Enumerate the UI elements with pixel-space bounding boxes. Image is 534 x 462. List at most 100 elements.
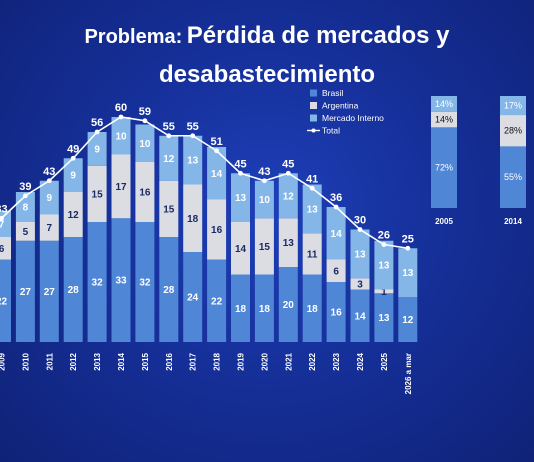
pct-label-mercado-interno: 14% xyxy=(435,99,453,109)
bar-segment-mercado-interno xyxy=(302,184,322,234)
data-label-brasil: 28 xyxy=(68,285,80,296)
bar-segment-argentina xyxy=(135,162,155,222)
total-label: 25 xyxy=(402,233,414,245)
x-tick-label: 2014 xyxy=(117,352,126,370)
total-point xyxy=(381,242,387,247)
bar-segment-argentina xyxy=(39,214,59,241)
total-label: 39 xyxy=(19,181,31,193)
data-label-mercado-interno: 9 xyxy=(94,144,100,155)
total-label: 55 xyxy=(163,121,175,133)
bar-segment-mercado-interno xyxy=(63,158,83,192)
bar-segment-mercado-interno xyxy=(231,173,250,222)
x-tick-label: 2026 a mar xyxy=(404,353,413,394)
legend-swatch-mercado-interno xyxy=(310,114,317,122)
data-label-brasil: 33 xyxy=(115,276,127,287)
data-label-argentina: 15 xyxy=(92,189,104,200)
bar-segment-mercado-interno xyxy=(207,147,227,200)
total-point xyxy=(333,204,339,210)
pct-label-argentina: 28% xyxy=(504,126,522,136)
x-tick-label: 2025 xyxy=(380,352,389,370)
x-tick-label: 2010 xyxy=(21,352,30,370)
total-point xyxy=(70,155,76,161)
pct-bar-segment-mercado-interno xyxy=(500,96,526,116)
pct-bar-segment-brasil xyxy=(500,146,526,208)
total-label: 33 xyxy=(0,203,8,215)
bar-segment-mercado-interno xyxy=(0,210,11,237)
bar-segment-mercado-interno xyxy=(87,132,107,166)
total-point xyxy=(238,170,243,176)
bar-segment-mercado-interno xyxy=(278,173,298,219)
bar-segment-argentina xyxy=(63,192,83,237)
bar-segment-brasil xyxy=(254,274,274,342)
data-label-mercado-interno: 13 xyxy=(235,193,247,204)
total-label: 41 xyxy=(306,173,318,185)
x-tick-label: 2020 xyxy=(260,352,269,370)
legend-label: Brasil xyxy=(322,88,343,98)
x-tick-label: 2021 xyxy=(284,352,293,370)
data-label-brasil: 22 xyxy=(211,296,223,307)
data-label-brasil: 12 xyxy=(402,315,414,326)
pct-label-brasil: 72% xyxy=(435,163,453,173)
data-label-brasil: 28 xyxy=(163,285,175,296)
data-label-argentina: 15 xyxy=(259,242,271,253)
total-label: 45 xyxy=(282,158,294,170)
x-tick-label: 2012 xyxy=(69,352,78,370)
data-label-argentina: 5 xyxy=(23,227,29,238)
bar-segment-brasil xyxy=(207,259,227,342)
data-label-brasil: 18 xyxy=(307,304,319,315)
total-point xyxy=(285,170,291,176)
total-point xyxy=(357,227,363,232)
data-label-brasil: 32 xyxy=(92,278,104,289)
bar-segment-argentina xyxy=(15,222,35,241)
total-point xyxy=(46,178,52,184)
bar-segment-brasil xyxy=(398,297,418,342)
bar-segment-argentina xyxy=(302,233,322,275)
data-label-argentina: 11 xyxy=(307,249,318,260)
legend-marker-total xyxy=(311,128,316,133)
bar-segment-brasil xyxy=(350,289,370,342)
data-label-brasil: 16 xyxy=(331,308,343,319)
data-label-argentina: 1 xyxy=(381,287,387,298)
data-label-brasil: 18 xyxy=(259,304,271,315)
total-label: 30 xyxy=(354,215,366,227)
x-tick-label: 2024 xyxy=(356,352,365,370)
bar-segment-mercado-interno xyxy=(183,135,203,185)
bar-segment-argentina xyxy=(0,237,11,260)
data-label-mercado-interno: 10 xyxy=(115,131,127,142)
bar-segment-brasil xyxy=(231,274,250,342)
data-label-brasil: 32 xyxy=(139,278,151,289)
data-label-mercado-interno: 9 xyxy=(47,193,53,204)
total-label: 26 xyxy=(378,230,390,242)
data-label-brasil: 27 xyxy=(44,287,56,298)
bar-segment-argentina xyxy=(350,278,370,290)
bar-segment-mercado-interno xyxy=(326,207,346,260)
bar-segment-argentina xyxy=(278,218,298,267)
x-tick-label: 2009 xyxy=(0,352,7,370)
bar-segment-mercado-interno xyxy=(111,117,131,155)
bar-segment-mercado-interno xyxy=(398,248,418,297)
data-label-brasil: 18 xyxy=(235,304,247,315)
total-point xyxy=(23,193,28,199)
bar-segment-mercado-interno xyxy=(374,240,394,290)
data-label-argentina: 6 xyxy=(0,244,5,255)
bar-segment-argentina xyxy=(111,154,131,219)
bar-segment-brasil xyxy=(0,259,11,342)
total-label: 59 xyxy=(139,106,151,118)
x-tick-label: 2018 xyxy=(213,352,222,370)
bar-segment-mercado-interno xyxy=(159,135,179,181)
pct-x-tick-label: 2005 xyxy=(435,217,453,226)
data-label-argentina: 13 xyxy=(283,238,295,249)
total-label: 55 xyxy=(187,121,199,133)
legend-swatch-brasil xyxy=(310,89,317,97)
legend-label: Total xyxy=(322,126,340,136)
data-label-mercado-interno: 12 xyxy=(283,191,295,202)
data-label-argentina: 16 xyxy=(139,188,151,199)
data-label-brasil: 24 xyxy=(187,293,199,304)
data-label-mercado-interno: 12 xyxy=(163,154,175,165)
bar-segment-brasil xyxy=(39,240,59,342)
data-label-argentina: 18 xyxy=(187,214,199,225)
data-label-mercado-interno: 8 xyxy=(23,203,29,214)
bar-segment-brasil xyxy=(302,274,322,342)
bar-segment-mercado-interno xyxy=(350,229,370,279)
pct-bar-segment-mercado-interno xyxy=(431,96,457,112)
